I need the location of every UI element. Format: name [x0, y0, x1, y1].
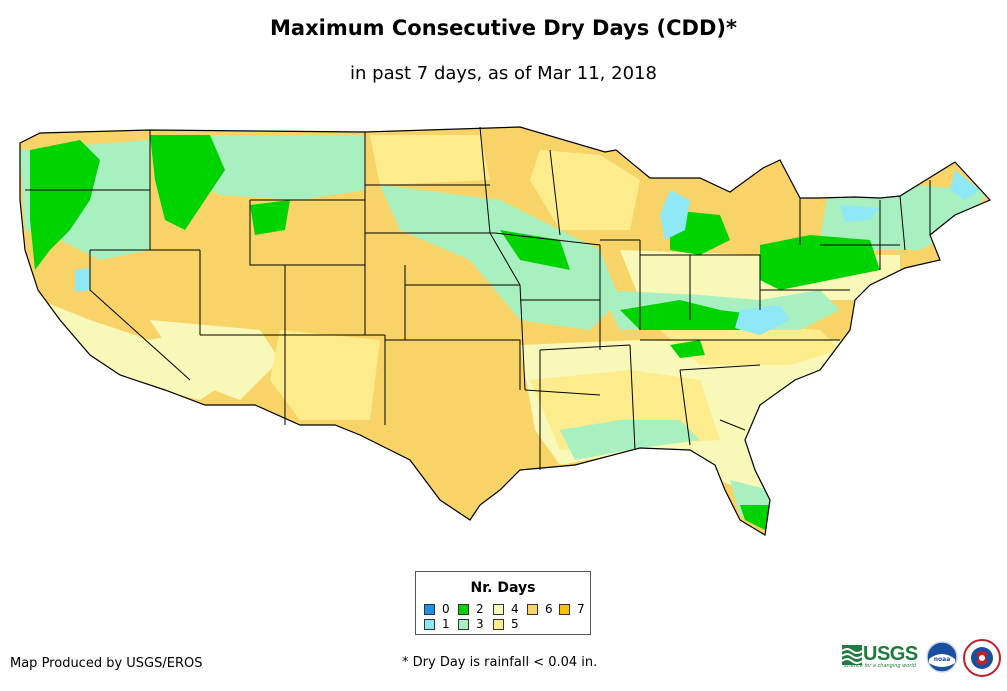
legend-item-1: 1 — [424, 618, 450, 630]
region-days-1 — [840, 205, 880, 222]
region-days-5 — [370, 135, 490, 185]
region-days-2 — [250, 200, 290, 235]
usgs-logo-tagline: science for a changing world — [844, 663, 916, 669]
legend-title: Nr. Days — [470, 580, 536, 596]
legend-item-4: 4 — [493, 603, 519, 615]
legend-item-7: 7 — [559, 603, 585, 615]
state-boundaries — [19, 126, 992, 536]
region-days-3 — [560, 420, 700, 460]
noaa-logo-text: noaa — [934, 656, 951, 663]
legend-swatch — [458, 603, 469, 615]
legend-label: 6 — [545, 602, 553, 616]
legend-item-6: 6 — [527, 603, 553, 615]
legend-label: 1 — [442, 617, 450, 631]
region-days-5 — [270, 330, 380, 420]
legend-swatch — [493, 603, 504, 615]
footnote-text: * Dry Day is rainfall < 0.04 in. — [402, 655, 598, 670]
noaa-logo: noaa — [926, 641, 958, 673]
map-title: Maximum Consecutive Dry Days (CDD)* — [270, 16, 737, 40]
legend-item-5: 5 — [493, 618, 519, 630]
region-days-2 — [760, 235, 880, 290]
usgs-logo: USGS science for a changing world — [842, 643, 918, 669]
legend-swatch — [424, 618, 435, 630]
region-days-1 — [75, 268, 90, 292]
legend-label: 7 — [577, 602, 585, 616]
legend-swatch — [424, 603, 435, 615]
region-days-4 — [150, 320, 280, 400]
legend-item-2: 2 — [458, 603, 484, 615]
legend: Nr. Days 0 1 2 3 4 5 6 7 — [415, 571, 591, 635]
legend-item-0: 0 — [424, 603, 450, 615]
usgs-logo-text: USGS — [863, 643, 918, 665]
region-days-1 — [660, 190, 690, 240]
legend-swatch — [458, 618, 469, 630]
legend-label: 3 — [476, 617, 484, 631]
region-days-4 — [40, 300, 240, 400]
legend-label: 5 — [511, 617, 519, 631]
region-days-1 — [950, 170, 980, 200]
nws-logo — [963, 639, 1001, 677]
region-days-2 — [30, 140, 100, 270]
legend-label: 0 — [442, 602, 450, 616]
map-subtitle: in past 7 days, as of Mar 11, 2018 — [350, 63, 657, 84]
legend-swatch — [527, 603, 538, 615]
us-map — [19, 126, 992, 536]
region-days-1 — [735, 305, 790, 335]
region-days-2 — [740, 505, 770, 530]
usgs-wave-icon — [842, 645, 862, 665]
region-days-3 — [380, 185, 620, 330]
credit-text: Map Produced by USGS/EROS — [10, 656, 203, 671]
region-days-2 — [670, 340, 705, 358]
legend-label: 4 — [511, 602, 519, 616]
legend-item-3: 3 — [458, 618, 484, 630]
region-days-2 — [150, 135, 225, 230]
legend-label: 2 — [476, 602, 484, 616]
legend-swatch — [493, 618, 504, 630]
legend-swatch — [559, 603, 570, 615]
